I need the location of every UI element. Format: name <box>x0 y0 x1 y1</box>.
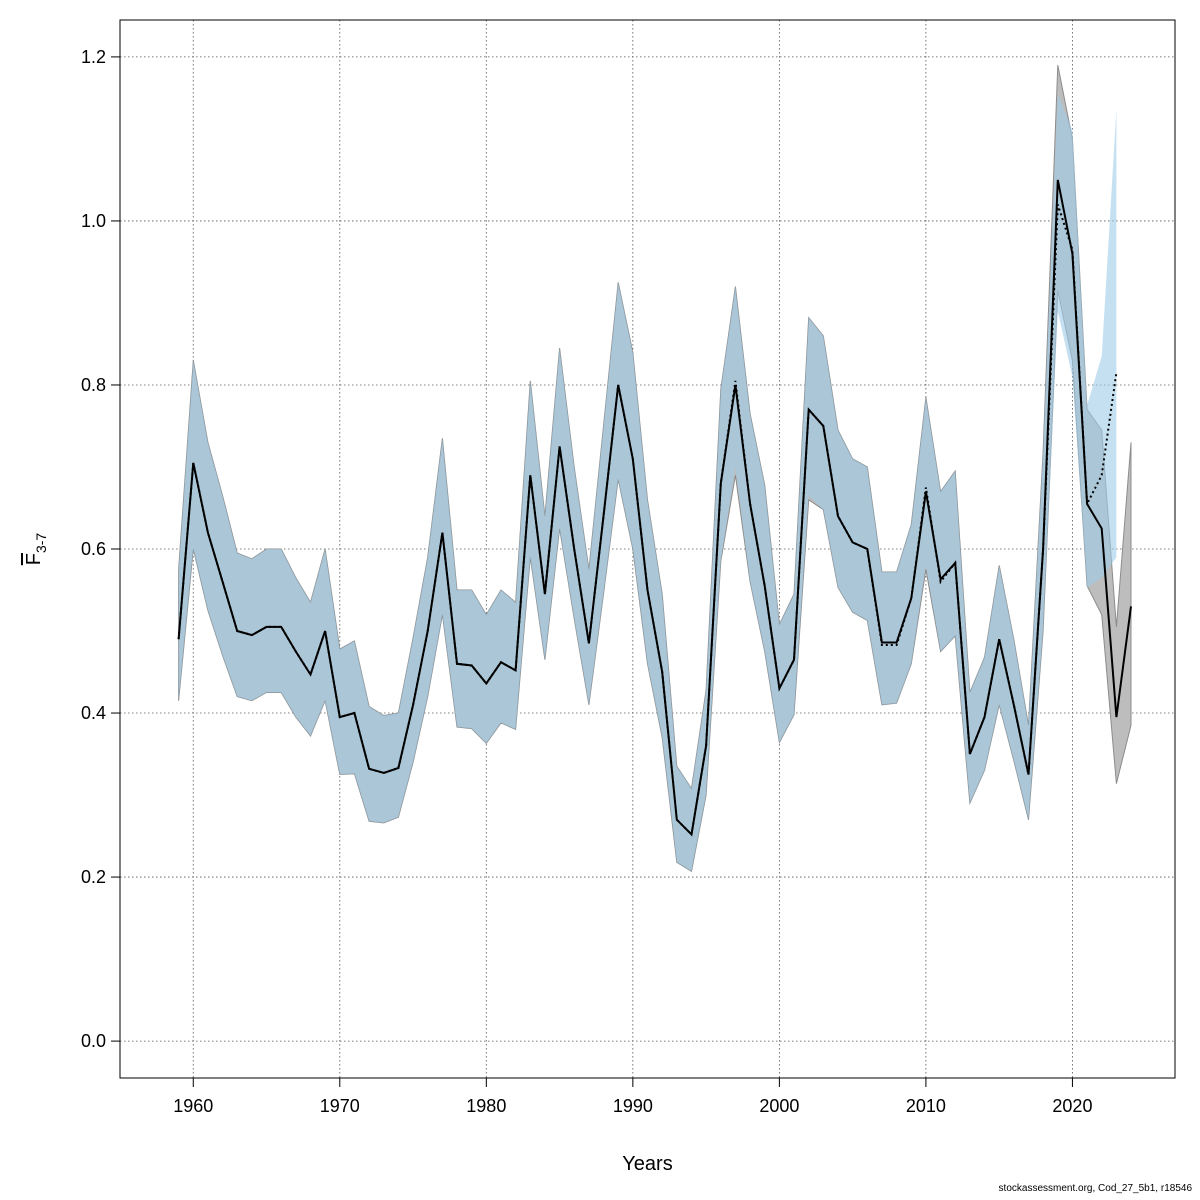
x-tick-label: 2020 <box>1052 1096 1092 1116</box>
confidence-bands <box>178 65 1132 873</box>
series-lines <box>177 179 1132 837</box>
x-tick-label: 2000 <box>759 1096 799 1116</box>
x-tick-label: 2010 <box>906 1096 946 1116</box>
y-tick-label: 0.2 <box>81 867 106 887</box>
y-axis-title-base: F <box>23 553 45 565</box>
y-axis: 0.0 0.2 0.4 0.6 0.8 1.0 1.2 <box>81 47 120 1051</box>
y-axis-title: F3-7 <box>23 533 49 566</box>
y-tick-label: 1.0 <box>81 211 106 231</box>
x-tick-label: 1980 <box>466 1096 506 1116</box>
y-tick-label: 0.0 <box>81 1031 106 1051</box>
x-axis-title: Years <box>622 1153 672 1175</box>
solid-series-line <box>177 179 1132 837</box>
y-axis-title-subscript: 3-7 <box>33 533 49 553</box>
y-tick-label: 1.2 <box>81 47 106 67</box>
x-tick-label: 1990 <box>613 1096 653 1116</box>
y-tick-label: 0.8 <box>81 375 106 395</box>
x-tick-label: 1960 <box>173 1096 213 1116</box>
blue-confidence-band <box>178 93 1117 872</box>
x-tick-label: 1970 <box>320 1096 360 1116</box>
x-axis: 1960 1970 1980 1990 2000 2010 2020 <box>173 1077 1092 1116</box>
y-tick-label: 0.4 <box>81 703 106 723</box>
footer-credit: stockassessment.org, Cod_27_5b1, r18546 <box>998 1183 1192 1194</box>
y-tick-label: 0.6 <box>81 539 106 559</box>
